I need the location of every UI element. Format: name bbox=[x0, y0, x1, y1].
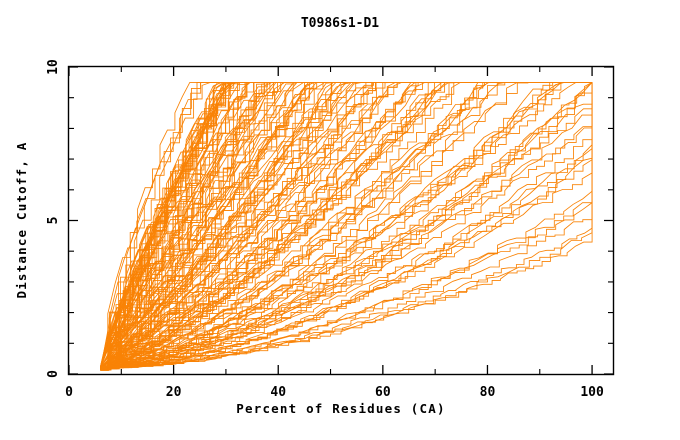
model-curve bbox=[100, 81, 593, 369]
x-axis-ticks bbox=[68, 67, 593, 374]
model-curve bbox=[100, 81, 593, 368]
model-curve bbox=[100, 82, 593, 368]
model-curve bbox=[100, 128, 593, 371]
model-curve bbox=[100, 81, 593, 368]
model-curve bbox=[100, 81, 593, 371]
model-curve bbox=[100, 81, 593, 370]
y-tick-label: 5 bbox=[46, 217, 61, 225]
model-curve bbox=[100, 161, 593, 370]
y-axis-ticks bbox=[69, 66, 613, 375]
model-curve bbox=[100, 81, 593, 369]
model-curve bbox=[100, 81, 593, 369]
model-curve bbox=[100, 81, 593, 369]
model-curve bbox=[99, 81, 593, 368]
model-curve bbox=[100, 81, 593, 369]
model-curve bbox=[100, 81, 593, 369]
model-curve bbox=[100, 81, 593, 369]
model-curve bbox=[100, 81, 593, 369]
model-curve bbox=[100, 82, 593, 370]
model-curve bbox=[100, 81, 593, 368]
y-axis-label: Distance Cutoff, A bbox=[14, 141, 29, 298]
x-tick-label: 0 bbox=[65, 385, 73, 400]
model-curve bbox=[100, 133, 593, 370]
y-tick-label: 0 bbox=[46, 370, 61, 378]
model-curve bbox=[100, 81, 593, 371]
y-axis-tick-labels: 0 5 10 bbox=[46, 59, 61, 378]
model-curve bbox=[100, 82, 593, 371]
model-curve bbox=[100, 81, 593, 370]
y-tick-label: 10 bbox=[46, 59, 61, 75]
model-curve bbox=[100, 81, 593, 371]
model-curve bbox=[100, 81, 593, 369]
model-curve bbox=[100, 81, 593, 369]
x-tick-label: 80 bbox=[480, 385, 496, 400]
model-curve bbox=[100, 81, 593, 368]
model-curve bbox=[100, 81, 593, 370]
model-curve bbox=[100, 81, 593, 369]
model-curve bbox=[100, 82, 593, 369]
x-axis-label: Percent of Residues (CA) bbox=[236, 401, 445, 416]
model-curve bbox=[100, 81, 593, 368]
model-curve bbox=[100, 102, 593, 368]
x-tick-label: 20 bbox=[166, 385, 182, 400]
x-axis-tick-labels: 0 20 40 60 80 100 bbox=[65, 385, 604, 400]
model-curve bbox=[100, 81, 593, 368]
curve-series-group bbox=[99, 81, 593, 371]
model-curve bbox=[100, 81, 593, 371]
model-curve bbox=[100, 81, 593, 368]
model-curve bbox=[100, 81, 593, 369]
model-curve bbox=[100, 81, 593, 371]
model-curve bbox=[100, 81, 593, 368]
x-tick-label: 60 bbox=[375, 385, 391, 400]
plot-frame bbox=[67, 65, 615, 376]
model-curve bbox=[100, 81, 593, 369]
model-curve bbox=[100, 81, 593, 370]
model-curve bbox=[100, 99, 593, 370]
model-curve bbox=[100, 82, 593, 369]
model-curve bbox=[100, 81, 593, 368]
model-curve bbox=[100, 81, 593, 368]
model-curve bbox=[100, 81, 593, 369]
model-curve bbox=[100, 81, 593, 370]
model-curve bbox=[100, 81, 593, 371]
x-tick-label: 40 bbox=[270, 385, 286, 400]
model-curve bbox=[100, 81, 593, 370]
x-tick-label: 100 bbox=[580, 385, 604, 400]
model-curve bbox=[100, 81, 593, 368]
page-title: T0986s1-D1 bbox=[300, 16, 380, 31]
model-curve bbox=[100, 82, 593, 371]
